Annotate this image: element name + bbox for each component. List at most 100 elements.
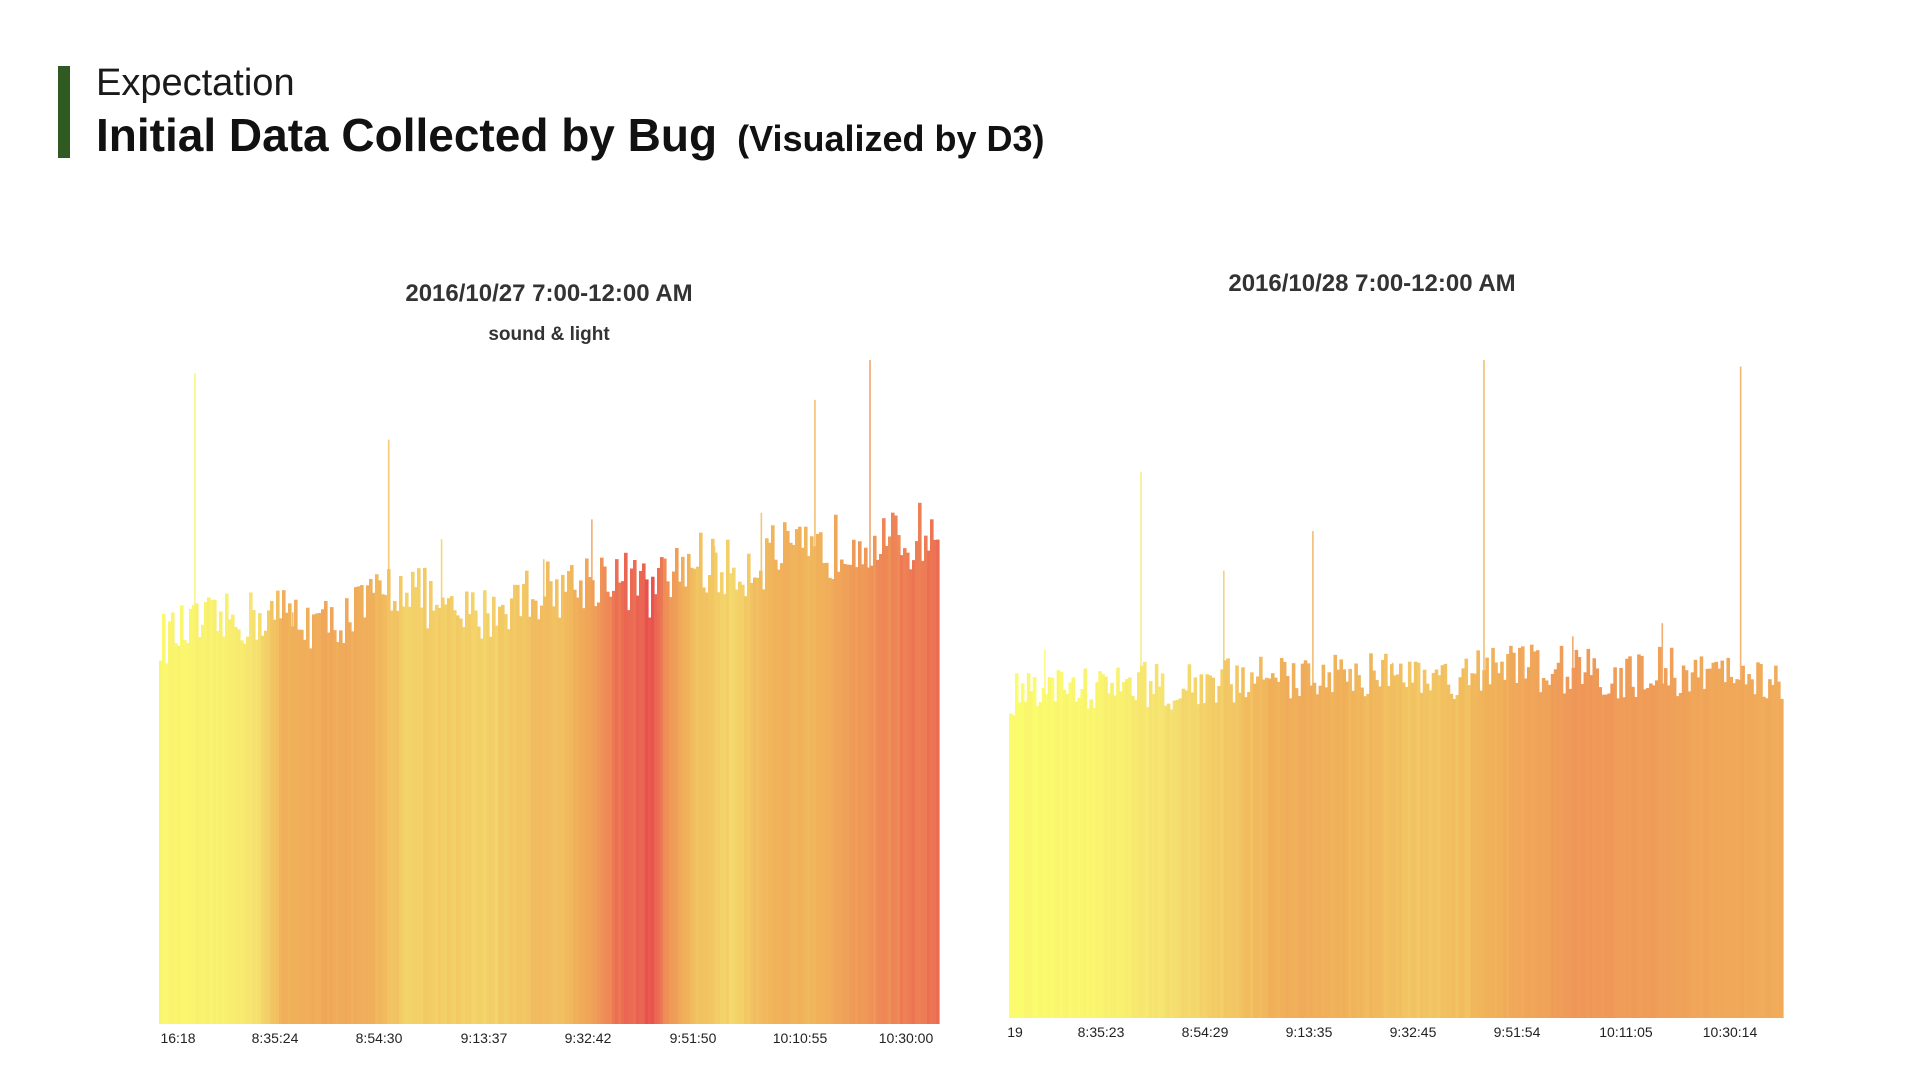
- chart-1-bar: [285, 612, 289, 1024]
- chart-2-bar: [1160, 673, 1165, 1018]
- page-title: Initial Data Collected by Bug (Visualized…: [96, 108, 1045, 162]
- chart-1-bar: [594, 606, 598, 1024]
- chart-2-x-tick-label: 19: [1007, 1024, 1023, 1040]
- chart-1-bar: [405, 592, 409, 1024]
- chart-2-bar: [1101, 674, 1105, 1018]
- chart-2-bar: [1657, 646, 1662, 1018]
- chart-2-bar: [1009, 713, 1013, 1018]
- chart-1-bar: [384, 594, 388, 1024]
- chart-2-bar: [1145, 707, 1150, 1018]
- chart-2-bar: [1244, 697, 1248, 1018]
- chart-1-bar: [444, 604, 448, 1024]
- chart-2-bar: [1622, 697, 1626, 1018]
- chart-2-bar: [1696, 677, 1701, 1018]
- chart-2-bar: [1098, 671, 1102, 1018]
- chart-2-bar: [1321, 664, 1326, 1018]
- chart-2-bar: [1562, 693, 1567, 1018]
- chart-1-bar: [768, 542, 772, 1024]
- chart-1-bar: [651, 576, 655, 1024]
- chart-2-bar: [1580, 683, 1585, 1018]
- chart-1-x-tick: 8:35:24: [252, 1030, 299, 1046]
- chart-1-bar: [189, 609, 193, 1024]
- chart-1-bar: [837, 571, 841, 1024]
- chart-1-bar: [645, 579, 649, 1024]
- chart-1-bar: [210, 599, 214, 1024]
- chart-1-bar: [345, 598, 349, 1024]
- chart-1-bar: [450, 596, 454, 1024]
- chart-1-bar: [888, 536, 892, 1024]
- chart-1-x-tick: 9:13:37: [461, 1030, 508, 1046]
- chart-2-bar: [1116, 667, 1120, 1018]
- chart-2-bar: [1288, 698, 1293, 1018]
- chart-1-bar: [423, 567, 427, 1024]
- chart-2-bar: [1044, 694, 1049, 1018]
- chart-2-x-tick: 9:51:54: [1494, 1024, 1541, 1040]
- chart-2-bar: [1235, 665, 1239, 1018]
- chart-1-bar: [621, 581, 625, 1024]
- chart-2-bar: [1157, 686, 1162, 1018]
- chart-2-x-tick-label: 10:11:05: [1599, 1024, 1653, 1040]
- chart-2-bar: [1503, 679, 1507, 1018]
- chart-1-bar: [381, 594, 385, 1024]
- chart-2-bar: [1369, 653, 1373, 1018]
- chart-1-bar: [543, 596, 547, 1024]
- chart-1-bar: [324, 600, 328, 1024]
- chart-1-bar: [417, 568, 421, 1024]
- chart-2-bar: [1279, 658, 1284, 1018]
- chart-2-bar: [1625, 658, 1629, 1018]
- chart-2-bar: [1509, 645, 1513, 1018]
- header-accent-bar: [58, 66, 70, 158]
- chart-2-bar: [1494, 662, 1498, 1018]
- chart-1-bar: [261, 635, 265, 1024]
- chart-2-bar: [1387, 685, 1391, 1018]
- chart-2-bar: [1568, 688, 1573, 1018]
- chart-2-bar: [1029, 691, 1034, 1018]
- chart-2-x-tick-label: 8:54:29: [1182, 1024, 1229, 1040]
- chart-1-bar: [675, 547, 679, 1024]
- chart-1-bar: [198, 636, 202, 1024]
- chart-2-bar: [1050, 677, 1055, 1018]
- chart-1-bar: [282, 590, 286, 1024]
- chart-2-bar: [1512, 652, 1516, 1018]
- chart-2-bar: [1532, 651, 1537, 1018]
- chart-1-x-tick-label: 10:30:00: [879, 1030, 934, 1046]
- chart-2-bar: [1649, 683, 1653, 1018]
- chart-1-spike: [591, 519, 593, 1024]
- chart-1-bar: [561, 574, 565, 1024]
- chart-1-bar: [219, 611, 223, 1024]
- chart-2-bar: [1071, 677, 1076, 1018]
- chart-2-bar: [1095, 682, 1099, 1018]
- chart-1-bar: [795, 529, 799, 1024]
- chart-2-bar: [1297, 696, 1302, 1018]
- chart-1-bar: [678, 581, 682, 1024]
- chart-1-bar: [876, 559, 880, 1024]
- chart-1-bar: [630, 568, 634, 1024]
- chart-1-bar: [528, 616, 532, 1024]
- chart-2-bar: [1020, 683, 1025, 1018]
- chart-1-spike: [869, 360, 871, 1024]
- chart-2-bar: [1083, 668, 1087, 1018]
- chart-1-bar: [315, 613, 319, 1024]
- chart-2-bar: [1241, 667, 1245, 1018]
- chart-2-bar: [1187, 664, 1192, 1018]
- chart-1-bar: [195, 603, 199, 1024]
- chart-1-x-tick-label: 9:51:50: [670, 1030, 717, 1046]
- chart-2-bar: [1768, 679, 1772, 1018]
- chart-2-spike: [1661, 623, 1664, 1018]
- chart-1-x-tick-label: 9:13:37: [461, 1030, 508, 1046]
- chart-2-bar: [1592, 658, 1597, 1018]
- chart-1-bar: [441, 597, 445, 1024]
- chart-1-spike: [231, 658, 233, 1024]
- chart-2-bar: [1434, 669, 1439, 1018]
- chart-1-bar: [165, 663, 169, 1024]
- chart-2-bar: [1172, 700, 1177, 1018]
- chart-1-bar: [897, 535, 901, 1024]
- chart-1-bar: [426, 628, 430, 1024]
- chart-1-x-tick: 10:10:55: [773, 1030, 828, 1046]
- chart-1-bar: [447, 598, 451, 1024]
- chart-2-bar: [1675, 696, 1680, 1018]
- chart-2-bar: [1300, 663, 1305, 1018]
- chart-1-bar: [327, 632, 331, 1024]
- chart-2-bar: [1256, 676, 1260, 1018]
- chart-1-bar: [459, 618, 463, 1024]
